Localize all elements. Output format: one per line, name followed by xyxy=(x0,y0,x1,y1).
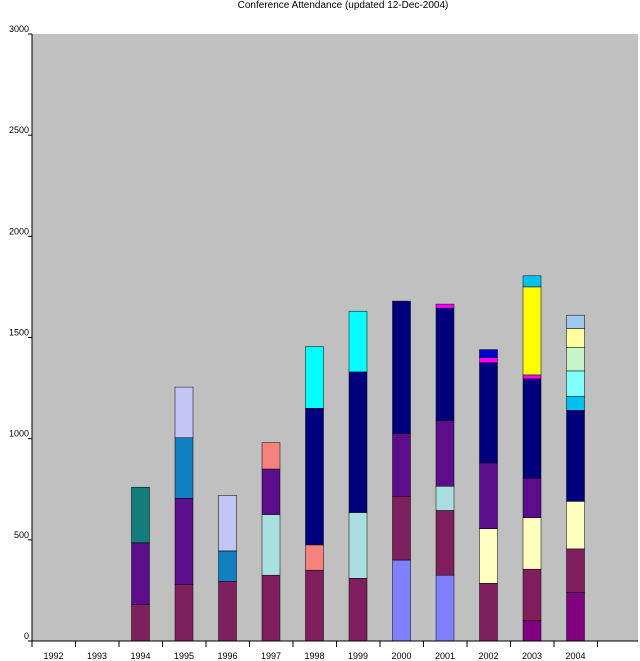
bar-segment-2004-5 xyxy=(566,395,585,411)
bar-segment-1998-2 xyxy=(305,544,324,571)
bar-segment-1995-1 xyxy=(174,584,194,642)
y-tick-label-1500: 1500 xyxy=(9,328,29,338)
bar-segment-1994-2 xyxy=(131,542,150,605)
bar-segment-2002-6 xyxy=(479,349,498,358)
bar-segment-2000-4 xyxy=(392,300,411,434)
y-tick-label-3000: 3000 xyxy=(9,24,29,34)
x-tick-label-1992: 1992 xyxy=(43,651,63,661)
x-tick-label-1998: 1998 xyxy=(304,651,324,661)
y-tick-label-1000: 1000 xyxy=(9,429,29,439)
x-tick-label-1993: 1993 xyxy=(87,651,107,661)
bar-segment-2003-3 xyxy=(522,517,542,570)
bar-segment-2002-1 xyxy=(479,583,498,642)
axes-layer: 0 500 1000 1500 2000 2500 3000 1992 1993 1994 1995… xyxy=(9,24,638,661)
plot-area xyxy=(32,34,638,641)
bar-segment-1999-2 xyxy=(348,512,368,579)
bar-segment-2003-2 xyxy=(522,568,542,622)
x-tick-label-2003: 2003 xyxy=(522,651,542,661)
bar-segment-2003-4 xyxy=(522,477,542,518)
bar-segment-2001-5 xyxy=(435,307,455,421)
bar-segment-1999-4 xyxy=(348,310,368,373)
chart-title: Conference Attendance (updated 12-Dec-20… xyxy=(238,0,449,11)
bar-segment-2001-3 xyxy=(435,485,455,511)
bar-segment-2001-1 xyxy=(435,574,455,642)
bar-segment-2003-7 xyxy=(522,286,542,376)
bar-segment-1997-3 xyxy=(261,468,281,515)
bar-segment-2003-5 xyxy=(522,378,542,479)
bar-segment-1994-1 xyxy=(131,604,150,642)
bar-segment-2002-3 xyxy=(479,462,498,529)
bar-segment-2000-3 xyxy=(392,433,411,497)
bar-segment-1999-1 xyxy=(348,578,368,642)
bar-segment-2002-4 xyxy=(479,362,498,464)
y-tick-label-500: 500 xyxy=(14,530,29,540)
bar-segment-2004-9 xyxy=(566,314,585,329)
bar-segment-2002-2 xyxy=(479,528,498,584)
x-tick-label-2001: 2001 xyxy=(435,651,455,661)
bar-segment-1997-2 xyxy=(261,514,281,576)
bar-segment-2003-1 xyxy=(522,620,542,642)
bar-segment-2004-2 xyxy=(566,548,585,593)
bar-segment-1995-2 xyxy=(174,498,194,585)
y-tick-label-2000: 2000 xyxy=(9,226,29,236)
x-tick-label-2002: 2002 xyxy=(478,651,498,661)
x-tick-label-2000: 2000 xyxy=(391,651,411,661)
x-tick-label-2004: 2004 xyxy=(565,651,585,661)
bar-segment-2004-3 xyxy=(566,501,585,550)
bar-segment-1997-1 xyxy=(261,574,281,642)
bar-segment-1998-1 xyxy=(305,569,324,642)
x-tick-label-1996: 1996 xyxy=(217,651,237,661)
bar-segment-1996-3 xyxy=(218,495,237,552)
bar-segment-2001-2 xyxy=(435,510,455,576)
bar-segment-2003-8 xyxy=(522,275,542,288)
y-tick-label-2500: 2500 xyxy=(9,125,29,135)
x-tick-label-1994: 1994 xyxy=(130,651,150,661)
bar-segment-1997-4 xyxy=(261,442,281,470)
bar-segment-1994-3 xyxy=(131,486,150,544)
bar-segment-1995-4 xyxy=(174,386,194,438)
bar-segment-2004-6 xyxy=(566,370,585,397)
bar-segment-2004-7 xyxy=(566,347,585,372)
bar-segment-2003-6 xyxy=(522,374,542,380)
bars-layer xyxy=(131,275,585,642)
bar-segment-2000-1 xyxy=(392,559,411,642)
bar-segment-1998-3 xyxy=(305,408,324,546)
bar-segment-1996-2 xyxy=(218,550,237,582)
x-tick-label-1995: 1995 xyxy=(174,651,194,661)
bar-segment-2004-8 xyxy=(566,328,585,348)
bar-segment-1998-4 xyxy=(305,346,324,409)
bar-segment-1999-3 xyxy=(348,371,368,513)
bar-segment-2001-4 xyxy=(435,420,455,487)
bar-segment-1996-1 xyxy=(218,581,237,642)
bar-segment-2000-2 xyxy=(392,496,411,561)
x-tick-label-1999: 1999 xyxy=(348,651,368,661)
bar-segment-1995-3 xyxy=(174,437,194,499)
bar-segment-2004-4 xyxy=(566,410,585,502)
bar-segment-2002-5 xyxy=(479,357,498,364)
x-tick-label-1997: 1997 xyxy=(261,651,281,661)
bar-segment-2004-1 xyxy=(566,592,585,642)
bar-segment-2001-6 xyxy=(435,303,455,309)
y-tick-label-0: 0 xyxy=(24,631,29,641)
